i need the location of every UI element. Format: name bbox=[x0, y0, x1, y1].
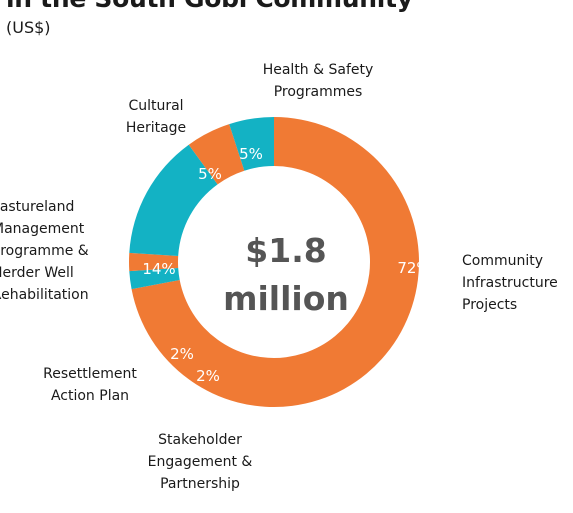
category-label-line: Resettlement bbox=[43, 366, 137, 382]
category-label-line: Action Plan bbox=[51, 388, 129, 404]
category-label-line: Partnership bbox=[160, 476, 240, 492]
category-label-line: Cultural bbox=[128, 98, 183, 114]
category-label-line: Programmes bbox=[274, 84, 363, 100]
category-label: Community Infrastructure Projects bbox=[462, 253, 558, 313]
slice-2 bbox=[128, 252, 179, 272]
category-label-line: Pastureland bbox=[0, 199, 74, 215]
slice-percent-label: 5% bbox=[239, 145, 263, 163]
category-label-line: Engagement & bbox=[148, 454, 253, 470]
category-label: Resettlement Action Plan bbox=[43, 366, 137, 404]
category-label: Health & Safety Programmes bbox=[263, 62, 374, 100]
category-label-line: Health & Safety bbox=[263, 62, 374, 78]
category-label-line: Stakeholder bbox=[158, 432, 242, 448]
category-label-line: Projects bbox=[462, 297, 517, 313]
slice-5 bbox=[229, 117, 274, 171]
category-label-line: Programme & bbox=[0, 243, 89, 259]
category-label-line: Infrastructure bbox=[462, 275, 558, 291]
chart-unit: (US$) bbox=[6, 18, 51, 37]
category-label-line: Management bbox=[0, 221, 85, 237]
category-label: Stakeholder Engagement & Partnership bbox=[148, 432, 253, 492]
category-label: Cultural Heritage bbox=[126, 98, 186, 136]
slice-0 bbox=[131, 117, 419, 407]
slice-percent-label: 2% bbox=[170, 345, 194, 363]
category-label: Pastureland Management Programme & Herder W… bbox=[0, 199, 89, 303]
category-label-line: Heritage bbox=[126, 120, 186, 136]
slice-1 bbox=[129, 268, 180, 290]
category-label-line: Herder Well bbox=[0, 265, 74, 281]
center-total-label: million bbox=[223, 279, 349, 318]
category-label-line: Community bbox=[462, 253, 543, 269]
category-label-line: Rehabilitation bbox=[0, 287, 89, 303]
chart-title: in the South Gobi Community bbox=[6, 0, 413, 13]
slice-percent-label: 14% bbox=[142, 260, 175, 278]
slice-4 bbox=[188, 124, 245, 185]
slice-percent-label: 5% bbox=[198, 165, 222, 183]
center-total-label: $1.8 bbox=[245, 231, 326, 270]
slice-percent-label: 72% bbox=[397, 259, 430, 277]
slice-percent-label: 2% bbox=[196, 367, 220, 385]
slice-3 bbox=[129, 144, 218, 256]
